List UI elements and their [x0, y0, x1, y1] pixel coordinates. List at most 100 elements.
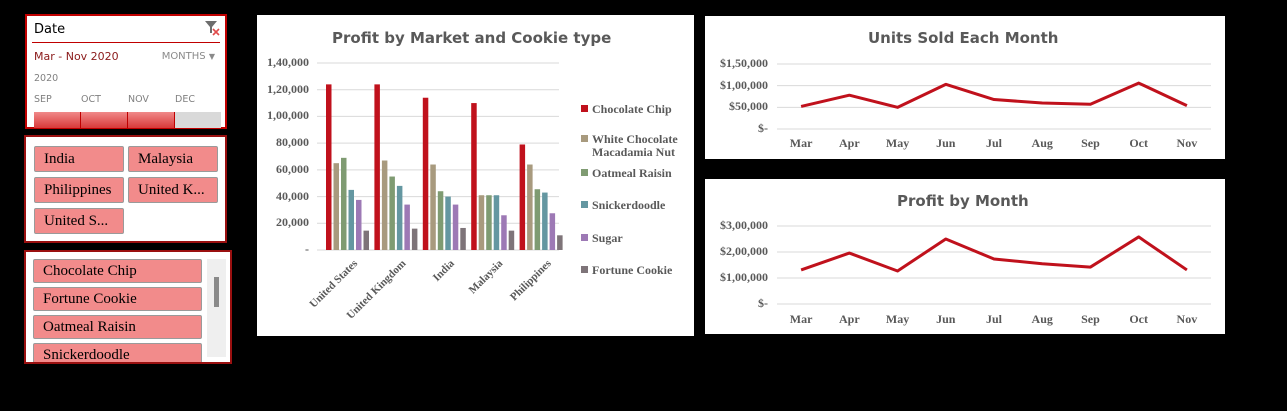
- slicer-item-fortune-cookie[interactable]: Fortune Cookie: [33, 287, 202, 311]
- month-label: OCT: [81, 94, 101, 105]
- slicer-item-snickerdoodle[interactable]: Snickerdoodle: [33, 343, 202, 362]
- date-timeline-slicer: Date Mar - Nov 2020 MONTHS ▼ 2020 SEP OC…: [25, 14, 227, 129]
- bar: [471, 103, 477, 250]
- y-tick-label: $-: [758, 296, 768, 310]
- legend-label: Oatmeal Raisin: [592, 166, 672, 180]
- clear-filter-icon[interactable]: [204, 20, 220, 36]
- x-month-label: Apr: [838, 312, 860, 326]
- bar: [348, 189, 354, 250]
- month-labels: SEP OCT NOV DEC: [34, 94, 222, 105]
- y-tick-label: $1,00,000: [720, 77, 768, 92]
- slicer-item-united-states[interactable]: United S...: [34, 208, 124, 234]
- units-sold-chart: Units Sold Each Month $- $50,000 $1,00,000…: [705, 16, 1225, 159]
- bar: [333, 163, 339, 250]
- x-month-label: Aug: [1031, 136, 1053, 150]
- slicer-item-malaysia[interactable]: Malaysia: [128, 146, 218, 172]
- x-month-label: Oct: [1129, 136, 1148, 150]
- timeline-month-dec[interactable]: [175, 112, 221, 128]
- slicer-item-india[interactable]: India: [34, 146, 124, 172]
- legend-item: Fortune Cookie: [581, 264, 691, 277]
- data-line: [800, 235, 1188, 273]
- legend-label: Fortune Cookie: [592, 263, 673, 277]
- x-category-label: India: [431, 257, 458, 284]
- bar: [460, 227, 466, 250]
- bar: [326, 84, 332, 250]
- timeline-bar[interactable]: [34, 112, 221, 128]
- legend-item: Sugar: [581, 232, 691, 245]
- timeline-month-nov[interactable]: [128, 112, 175, 128]
- slicer-item-philippines[interactable]: Philippines: [34, 177, 124, 203]
- bar: [381, 160, 388, 250]
- x-month-label: Nov: [1176, 136, 1198, 150]
- chart-title: Profit by Market and Cookie type: [332, 29, 612, 47]
- x-month-label: Jun: [936, 136, 956, 150]
- x-category-label: Philippines: [508, 257, 554, 303]
- bar: [356, 199, 362, 250]
- slicer-item-chocolate-chip[interactable]: Chocolate Chip: [33, 259, 202, 283]
- legend-swatch: [581, 169, 588, 176]
- bar: [486, 195, 492, 250]
- y-tick-label: 80,000: [276, 135, 309, 150]
- bar: [430, 164, 436, 250]
- legend-label: Snickerdoodle: [592, 198, 666, 212]
- y-tick-label: $1,50,000: [720, 56, 768, 70]
- bar: [542, 192, 548, 250]
- legend-item: Snickerdoodle: [581, 199, 691, 212]
- bar: [363, 230, 369, 250]
- bar: [341, 157, 347, 250]
- chart-title: Units Sold Each Month: [868, 29, 1059, 47]
- timeline-month-sep[interactable]: [34, 112, 81, 128]
- legend-item: Chocolate Chip: [581, 103, 691, 116]
- chart-title: Profit by Month: [897, 192, 1029, 210]
- line-plot-area: [777, 63, 1211, 130]
- bar: [501, 215, 507, 250]
- y-tick-label: 1,20,000: [267, 81, 309, 96]
- legend-swatch: [581, 201, 588, 208]
- slicer-item-united-kingdom[interactable]: United K...: [128, 177, 218, 203]
- x-month-label: Sep: [1081, 312, 1100, 326]
- legend-label: Sugar: [592, 231, 623, 245]
- month-label: NOV: [128, 94, 149, 105]
- x-month-label: Aug: [1031, 312, 1053, 326]
- bar: [396, 185, 403, 250]
- x-month-label: Jul: [985, 136, 1002, 150]
- legend-swatch: [581, 105, 588, 112]
- bar: [557, 235, 563, 250]
- legend-swatch: [581, 266, 588, 273]
- x-month-label: Nov: [1176, 312, 1198, 326]
- x-month-label: Mar: [789, 136, 813, 150]
- time-level-dropdown[interactable]: MONTHS ▼: [161, 51, 215, 62]
- x-category-label: Malaysia: [467, 257, 506, 296]
- month-label: DEC: [175, 94, 195, 105]
- y-tick-label: -: [305, 242, 309, 256]
- y-tick-label: $2,00,000: [720, 244, 768, 258]
- cookie-type-slicer: Chocolate Chip Fortune Cookie Oatmeal Ra…: [24, 250, 232, 364]
- x-month-label: May: [885, 312, 910, 326]
- chevron-down-icon: ▼: [208, 52, 215, 61]
- bar: [411, 228, 418, 250]
- bar: [519, 144, 526, 250]
- bar: [527, 164, 533, 250]
- bar: [445, 196, 451, 250]
- header-divider: [32, 42, 220, 43]
- y-tick-label: 20,000: [276, 215, 309, 230]
- bar: [534, 189, 541, 250]
- scrollbar-thumb[interactable]: [214, 277, 219, 307]
- bar: [508, 230, 515, 250]
- y-tick-label: $3,00,000: [720, 218, 768, 232]
- slicer-item-oatmeal-raisin[interactable]: Oatmeal Raisin: [33, 315, 202, 339]
- month-label: SEP: [34, 94, 52, 105]
- bar: [389, 176, 395, 250]
- timeline-month-oct[interactable]: [81, 112, 128, 128]
- market-slicer: India Malaysia Philippines United K... U…: [24, 135, 227, 243]
- bar: [374, 84, 380, 250]
- bar: [437, 191, 444, 250]
- y-tick-label: $-: [758, 121, 768, 135]
- x-month-label: Jun: [936, 312, 956, 326]
- bar: [549, 213, 556, 250]
- x-month-label: Oct: [1129, 312, 1148, 326]
- slicer-scrollbar[interactable]: [207, 259, 226, 357]
- x-category-label: United States: [307, 257, 360, 310]
- x-month-label: Apr: [838, 136, 860, 150]
